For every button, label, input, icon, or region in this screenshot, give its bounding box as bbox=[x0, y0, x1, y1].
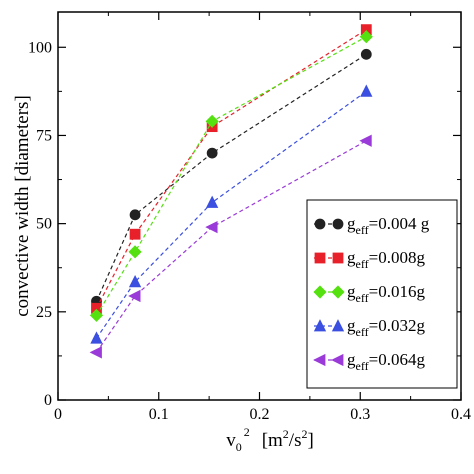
x-label-sup: 2 bbox=[244, 425, 250, 439]
x-tick-label: 0 bbox=[54, 406, 62, 423]
legend-marker bbox=[332, 252, 344, 264]
series-line bbox=[95, 140, 367, 353]
legend-item: geff=0.032g bbox=[313, 316, 425, 339]
legend-label: geff=0.004 g bbox=[347, 214, 430, 237]
x-axis-label: v02 [m2/s2] bbox=[226, 425, 314, 454]
data-point bbox=[360, 84, 373, 97]
y-tick-label: 25 bbox=[36, 304, 52, 321]
x-label-sub: 0 bbox=[236, 440, 242, 454]
legend-marker bbox=[314, 218, 326, 230]
data-point bbox=[129, 228, 141, 240]
x-label-units-sup: 2 bbox=[283, 427, 289, 441]
x-tick-label: 0.2 bbox=[250, 406, 270, 423]
legend-marker bbox=[331, 319, 345, 332]
legend-marker bbox=[313, 285, 327, 299]
x-tick-label: 0.1 bbox=[149, 406, 169, 423]
data-point bbox=[129, 209, 141, 221]
y-tick-label: 0 bbox=[44, 392, 52, 409]
legend-marker bbox=[331, 353, 344, 367]
legend-label: geff=0.016g bbox=[347, 282, 425, 305]
legend-label: geff=0.032g bbox=[347, 316, 425, 339]
data-point bbox=[205, 114, 219, 128]
x-label-units-tail: /s bbox=[289, 430, 302, 451]
x-label-main: v bbox=[226, 430, 236, 451]
data-point bbox=[360, 48, 372, 60]
data-point bbox=[90, 331, 103, 344]
series-line bbox=[95, 36, 367, 316]
data-point bbox=[89, 346, 102, 359]
x-tick-label: 0.3 bbox=[350, 406, 370, 423]
series-layer bbox=[89, 24, 373, 359]
series-4 bbox=[90, 84, 373, 344]
y-tick-label: 50 bbox=[36, 216, 52, 233]
y-axis-label: convective width [diameters] bbox=[12, 95, 33, 317]
legend-label: geff=0.064g bbox=[347, 350, 425, 373]
legend-item: geff=0.004 g bbox=[314, 214, 430, 237]
data-point bbox=[206, 147, 218, 159]
data-point bbox=[205, 221, 218, 234]
series-5 bbox=[89, 134, 372, 359]
data-point bbox=[128, 289, 141, 303]
axis-ticks: 0 0.1 0.2 0.3 0.4 0 25 50 75 100 bbox=[28, 12, 471, 423]
legend-marker bbox=[332, 218, 344, 230]
data-point bbox=[128, 245, 142, 259]
series-line bbox=[95, 29, 367, 309]
data-point bbox=[89, 308, 104, 322]
legend-marker bbox=[313, 353, 326, 367]
x-label-units-close: ] bbox=[307, 430, 313, 451]
series-line bbox=[95, 90, 367, 339]
legend: geff=0.004 g geff=0.008g geff=0.016g geff=0… bbox=[306, 199, 458, 389]
data-point bbox=[359, 134, 372, 147]
data-point bbox=[206, 195, 219, 208]
legend-marker bbox=[314, 252, 326, 264]
x-tick-label: 0.4 bbox=[451, 406, 471, 423]
data-point bbox=[359, 30, 373, 44]
legend-marker bbox=[331, 285, 345, 299]
legend-box bbox=[306, 199, 458, 389]
legend-item: geff=0.008g bbox=[314, 248, 425, 271]
legend-label: geff=0.008g bbox=[347, 248, 425, 271]
y-tick-label: 75 bbox=[36, 127, 52, 144]
y-tick-label: 100 bbox=[28, 39, 52, 56]
legend-item: geff=0.016g bbox=[313, 282, 425, 305]
series-3 bbox=[89, 30, 373, 322]
x-label-units-sup2: 2 bbox=[301, 427, 307, 441]
legend-item: geff=0.064g bbox=[313, 350, 425, 373]
x-label-units: [m bbox=[262, 430, 283, 451]
legend-marker bbox=[313, 319, 327, 332]
data-point bbox=[128, 274, 142, 288]
